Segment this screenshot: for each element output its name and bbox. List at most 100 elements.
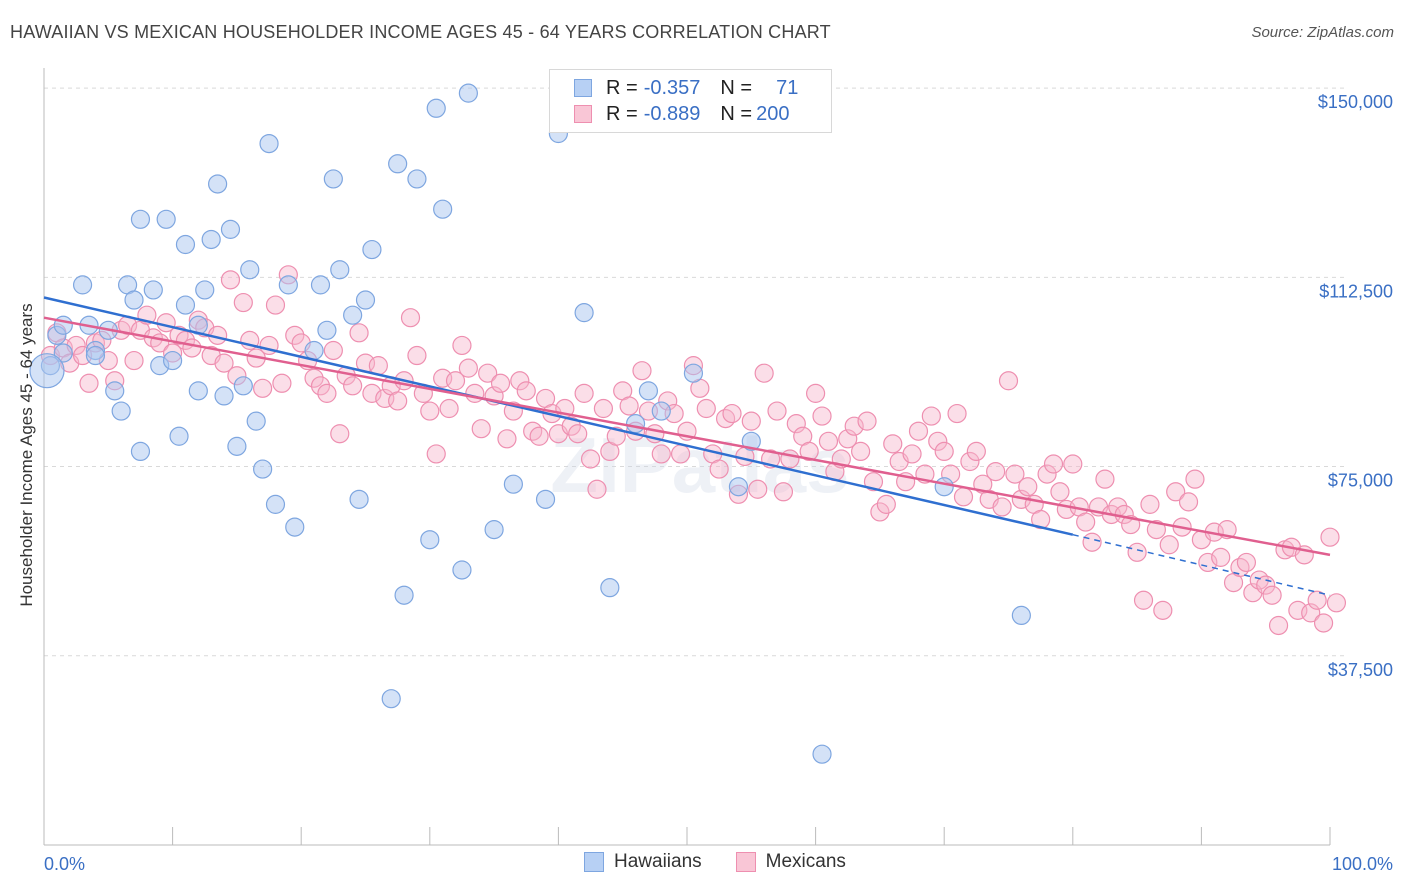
mexicans-point xyxy=(1211,547,1231,567)
hawaiians-point xyxy=(574,303,594,323)
series-legend: Hawaiians Mexicans xyxy=(584,851,880,873)
mexicans-point xyxy=(805,383,826,403)
x-tick-label: 100.0% xyxy=(1332,854,1393,874)
legend-row-hawaiians: R = -0.357 N = 71 xyxy=(574,75,798,101)
hawaiians-point xyxy=(130,441,151,462)
hawaiians-point xyxy=(420,530,440,550)
mexicans-point xyxy=(1262,585,1282,605)
mexicans-point xyxy=(1301,603,1321,623)
mexicans-point xyxy=(407,345,427,366)
hawaiians-point xyxy=(201,229,221,250)
hawaiians-point xyxy=(175,295,196,315)
hawaiians-point xyxy=(426,98,446,118)
mexicans-point xyxy=(838,429,858,449)
mexicans-point xyxy=(632,361,652,381)
mexicans-point xyxy=(1268,615,1289,636)
mexicans-n-value: 200 xyxy=(756,102,790,125)
hawaiians-point xyxy=(362,239,382,260)
mexicans-point xyxy=(606,426,626,446)
hawaiians-point xyxy=(259,133,279,154)
mexicans-point xyxy=(1236,552,1257,573)
hawaiians-point xyxy=(484,520,504,540)
hawaiians-point xyxy=(433,199,453,219)
hawaiians-point xyxy=(143,280,163,300)
y-tick-label: $37,500 xyxy=(1328,660,1393,680)
hawaiians-swatch xyxy=(574,79,592,97)
mexicans-point xyxy=(220,270,241,290)
hawaiians-n-value: 71 xyxy=(776,76,799,99)
axis-labels: $37,500 $75,000 $112,500 $150,000 0.0% 100.0% xyxy=(44,92,1393,874)
mexicans-r-label: R = xyxy=(606,102,638,125)
mexicans-point xyxy=(851,441,871,462)
mexicans-point xyxy=(818,431,839,451)
mexicans-point xyxy=(1050,482,1070,502)
hawaiians-point xyxy=(246,411,266,431)
y-axis-title: Householder Income Ages 45 - 64 years xyxy=(17,303,36,606)
mexicans-point xyxy=(1185,469,1205,489)
hawaiians-point xyxy=(934,477,954,497)
mexicans-point xyxy=(960,451,980,472)
mexicans-point xyxy=(986,461,1006,482)
hawaiians-point xyxy=(214,386,234,406)
y-tick-label: $112,500 xyxy=(1319,281,1393,301)
hawaiians-point xyxy=(240,260,260,280)
mexicans-point xyxy=(317,383,337,403)
hawaiians-point xyxy=(638,381,659,401)
mexicans-point xyxy=(651,444,671,464)
hawaiians-point xyxy=(175,234,196,255)
mexicans-point xyxy=(214,353,234,373)
mexicans-r-value: -0.889 xyxy=(643,102,701,125)
hawaiians-point xyxy=(683,363,704,383)
hawaiians-r-value: -0.357 xyxy=(643,76,701,99)
axes xyxy=(43,68,1331,846)
mexicans-point xyxy=(510,371,530,391)
hawaiians-point xyxy=(625,414,646,434)
mexicans-point xyxy=(863,472,884,492)
mexicans-point xyxy=(1018,477,1038,497)
stats-legend: R = -0.357 N = 71 R = -0.889 N = 200 xyxy=(549,69,832,133)
mexicans-point xyxy=(780,449,800,469)
hawaiians-point xyxy=(535,489,556,509)
mexicans-point xyxy=(619,396,639,416)
hawaiians-point xyxy=(355,290,376,310)
chart-title: HAWAIIAN VS MEXICAN HOUSEHOLDER INCOME A… xyxy=(10,22,831,42)
mexicans-point xyxy=(670,444,691,464)
mexicans-legend-label: Mexicans xyxy=(765,851,846,872)
mexicans-point xyxy=(523,421,543,441)
hawaiians-point xyxy=(208,174,228,194)
hawaiians-point xyxy=(452,560,472,580)
mexicans-point xyxy=(1230,557,1250,578)
mexicans-point xyxy=(529,426,549,446)
hawaiians-point xyxy=(195,280,215,300)
mexicans-point xyxy=(452,335,472,356)
hawaiians-trend-line xyxy=(43,296,1074,536)
mexicans-point xyxy=(1146,520,1166,540)
hawaiians-point xyxy=(304,340,324,361)
hawaiians-point xyxy=(111,401,131,421)
mexicans-point xyxy=(696,398,716,419)
mexicans-point xyxy=(966,441,986,462)
hawaiians-point xyxy=(233,376,253,396)
hawaiians-point xyxy=(349,489,369,509)
hawaiians-point xyxy=(29,353,65,389)
hawaiians-point xyxy=(124,290,144,310)
mexicans-point xyxy=(1178,492,1199,512)
legend-item-mexicans[interactable]: Mexicans xyxy=(735,851,846,873)
y-tick-label: $150,000 xyxy=(1318,92,1393,112)
mexicans-point xyxy=(1076,512,1096,532)
hawaiians-point xyxy=(728,477,749,497)
mexicans-point xyxy=(362,383,382,403)
mexicans-point xyxy=(1320,527,1340,547)
hawaiians-point xyxy=(53,343,73,363)
hawaiians-point xyxy=(651,401,671,421)
hawaiians-point xyxy=(388,154,408,174)
mexicans-point xyxy=(445,371,466,391)
mexicans-point xyxy=(253,378,273,398)
hawaiians-point xyxy=(265,494,286,514)
watermark: ZIPatlas xyxy=(550,421,849,509)
trend-lines xyxy=(43,296,1331,596)
mexicans-point xyxy=(388,391,408,411)
hawaiians-point xyxy=(1011,605,1031,626)
legend-item-hawaiians[interactable]: Hawaiians xyxy=(584,851,702,873)
mexicans-point xyxy=(343,376,363,396)
